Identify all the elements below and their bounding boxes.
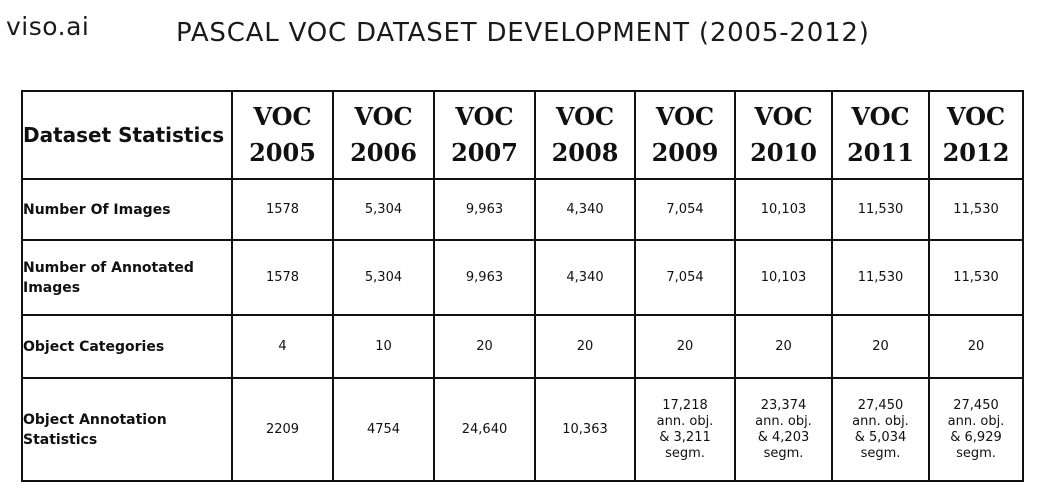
column-header-year: 2006 <box>350 138 417 167</box>
table-cell: 4 <box>231 314 334 379</box>
table-cell: 27,450 ann. obj. & 5,034 segm. <box>831 377 930 482</box>
cell-line: ann. obj. <box>755 413 812 429</box>
column-header-year: 2008 <box>551 138 619 167</box>
table-cell: 9,963 <box>433 178 536 241</box>
column-header-year: 2007 <box>451 138 518 167</box>
column-header-line1: VOC <box>555 102 615 131</box>
table-cell: 10,103 <box>734 178 833 241</box>
table-cell: 11,530 <box>831 178 930 241</box>
column-header-2011: VOC 2011 <box>831 90 930 180</box>
column-header-year: 2012 <box>942 138 1010 167</box>
cell-line: 27,450 <box>953 397 999 413</box>
column-header-line1: VOC <box>946 102 1006 131</box>
column-header-2010: VOC 2010 <box>734 90 833 180</box>
cell-line: segm. <box>763 445 804 461</box>
table-cell: 20 <box>634 314 736 379</box>
table-cell: 7,054 <box>634 178 736 241</box>
page-title: PASCAL VOC DATASET DEVELOPMENT (2005-201… <box>176 18 870 48</box>
column-header-2012: VOC 2012 <box>928 90 1024 180</box>
table-cell: 4754 <box>332 377 435 482</box>
table-cell: 2209 <box>231 377 334 482</box>
table-cell: 5,304 <box>332 239 435 316</box>
column-header-2008: VOC 2008 <box>534 90 636 180</box>
table-cell: 11,530 <box>928 239 1024 316</box>
table-cell: 4,340 <box>534 178 636 241</box>
column-header-2005: VOC 2005 <box>231 90 334 180</box>
table-cell: 20 <box>928 314 1024 379</box>
column-header-line1: VOC <box>851 102 910 131</box>
table-cell: 11,530 <box>831 239 930 316</box>
logo: viso.ai <box>6 12 90 41</box>
table-cell: 27,450 ann. obj. & 6,929 segm. <box>928 377 1024 482</box>
cell-line: & 4,203 <box>757 429 810 445</box>
table-row-number-of-annotated-images: Number of Annotated Images 1578 5,304 9,… <box>21 239 1024 316</box>
table-cell: 24,640 <box>433 377 536 482</box>
row-label: Object Annotation Statistics <box>21 377 233 482</box>
table-cell: 10,363 <box>534 377 636 482</box>
cell-line: segm. <box>860 445 901 461</box>
table-cell: 10,103 <box>734 239 833 316</box>
row-label: Number Of Images <box>21 178 233 241</box>
table-cell: 4,340 <box>534 239 636 316</box>
column-header-year: 2010 <box>750 138 817 167</box>
column-header-2006: VOC 2006 <box>332 90 435 180</box>
column-header-line1: VOC <box>354 102 413 131</box>
row-label: Number of Annotated Images <box>21 239 233 316</box>
cell-line: segm. <box>665 445 705 461</box>
column-header-line1: VOC <box>253 102 312 131</box>
table-cell: 1578 <box>231 178 334 241</box>
table-row-object-annotation-statistics: Object Annotation Statistics 2209 4754 2… <box>21 377 1024 482</box>
column-header-line1: VOC <box>754 102 813 131</box>
table-cell: 17,218 ann. obj. & 3,211 segm. <box>634 377 736 482</box>
column-header-year: 2011 <box>847 138 914 167</box>
statistics-table: Dataset Statistics VOC 2005 VOC 2006 VOC 20… <box>21 90 1024 482</box>
table-cell: 23,374 ann. obj. & 4,203 segm. <box>734 377 833 482</box>
table-cell: 9,963 <box>433 239 536 316</box>
table-cell: 20 <box>433 314 536 379</box>
table-cell: 7,054 <box>634 239 736 316</box>
column-header-line1: VOC <box>455 102 514 131</box>
corner-header: Dataset Statistics <box>21 90 233 180</box>
column-header-line1: VOC <box>655 102 715 131</box>
cell-line: ann. obj. <box>947 413 1005 429</box>
cell-line: segm. <box>956 445 996 461</box>
column-header-year: 2009 <box>651 138 719 167</box>
cell-line: 27,450 <box>857 397 904 413</box>
table-cell: 20 <box>831 314 930 379</box>
cell-line: ann. obj. <box>852 413 909 429</box>
table-cell: 20 <box>734 314 833 379</box>
table-cell: 11,530 <box>928 178 1024 241</box>
table-cell: 5,304 <box>332 178 435 241</box>
cell-line: & 6,929 <box>950 429 1002 445</box>
cell-line: & 3,211 <box>659 429 711 445</box>
cell-line: 17,218 <box>662 397 708 413</box>
column-header-2007: VOC 2007 <box>433 90 536 180</box>
table-cell: 10 <box>332 314 435 379</box>
table-row-object-categories: Object Categories 4 10 20 20 20 20 20 20 <box>21 314 1024 379</box>
column-header-year: 2005 <box>249 138 316 167</box>
cell-line: & 5,034 <box>854 429 907 445</box>
header-row: Dataset Statistics VOC 2005 VOC 2006 VOC 20… <box>21 90 1024 180</box>
table-row-number-of-images: Number Of Images 1578 5,304 9,963 4,340 … <box>21 178 1024 241</box>
cell-line: 23,374 <box>760 397 807 413</box>
table-cell: 20 <box>534 314 636 379</box>
table-cell: 1578 <box>231 239 334 316</box>
cell-line: ann. obj. <box>656 413 714 429</box>
row-label: Object Categories <box>21 314 233 379</box>
column-header-2009: VOC 2009 <box>634 90 736 180</box>
